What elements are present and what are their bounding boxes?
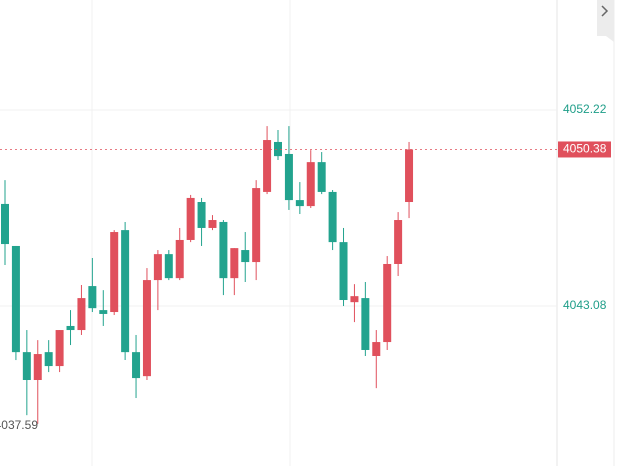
- candle-body: [164, 254, 173, 279]
- candle-body: [317, 162, 326, 192]
- candle-body: [274, 141, 282, 157]
- candle-body: [121, 230, 130, 353]
- candle-body: [350, 296, 359, 303]
- y-tick-label: 4043.08: [563, 298, 607, 312]
- collapse-arrow[interactable]: [601, 5, 609, 17]
- candle-body: [88, 286, 97, 309]
- candle-body: [142, 280, 151, 377]
- candle-body: [110, 232, 119, 313]
- candle-body: [252, 188, 261, 263]
- candle-body: [219, 221, 228, 279]
- y-tick-label: 4052.22: [563, 102, 607, 116]
- candle-body: [22, 352, 31, 381]
- candle-body: [55, 330, 64, 367]
- candle-body: [241, 250, 250, 263]
- candle-body: [77, 298, 86, 331]
- candle-body: [33, 354, 42, 381]
- candle-body: [339, 242, 348, 301]
- candle-body: [66, 325, 75, 331]
- candle-body: [230, 248, 239, 279]
- candle-body: [44, 352, 53, 367]
- candle-body: [284, 153, 293, 201]
- candle-body: [11, 245, 20, 353]
- price-label-box: [558, 141, 611, 158]
- candle-body: [186, 197, 195, 240]
- candle-body: [328, 191, 337, 243]
- candle-body: [372, 342, 381, 356]
- low-label: 4037.59: [0, 418, 38, 432]
- candle-body: [132, 352, 141, 379]
- candle-body: [361, 298, 370, 350]
- candle-body: [306, 162, 315, 207]
- candle-body: [208, 220, 217, 228]
- collapse-tab[interactable]: [597, 0, 614, 42]
- candle-body: [175, 239, 184, 279]
- candle-body: [99, 310, 108, 314]
- candle-body: [405, 149, 414, 203]
- candle-body: [263, 140, 272, 192]
- candle-body: [153, 254, 162, 281]
- candle-body: [197, 202, 206, 228]
- candle-body: [383, 263, 392, 343]
- candle-body: [295, 200, 304, 207]
- candle-body: [1, 203, 9, 245]
- price-label: 4050.38: [563, 142, 607, 156]
- candle-body: [394, 220, 403, 264]
